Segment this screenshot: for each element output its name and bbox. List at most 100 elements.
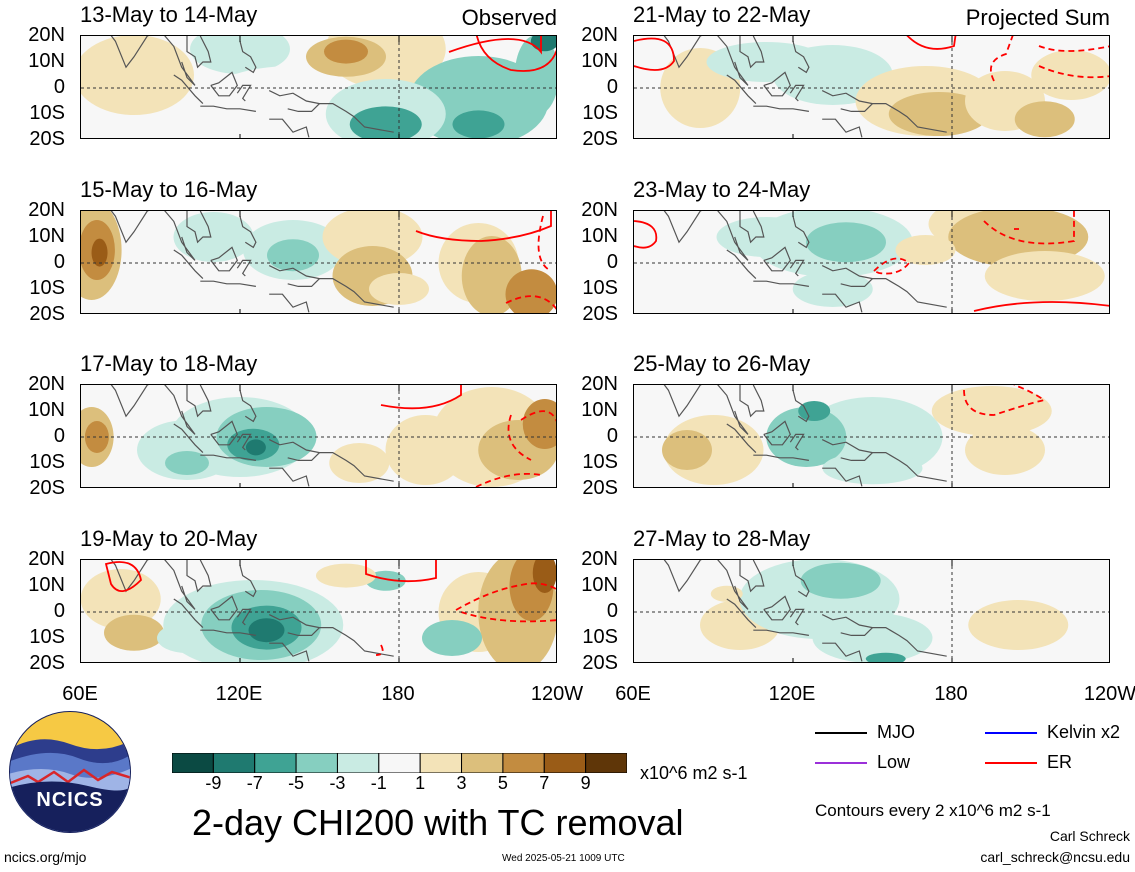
map-panel [80,210,557,314]
coastline [173,249,204,280]
y-tick-label: 10S [29,102,65,124]
er-contour [990,36,1014,82]
coastline [789,259,805,277]
anomaly-region [931,386,1052,436]
coastline [822,118,863,138]
legend-swatch [815,762,867,764]
panel-plot [634,36,1109,138]
legend-swatch [985,762,1037,764]
anomaly-region [267,239,319,272]
coastline [269,293,310,313]
coastline [200,280,256,287]
coastline [239,41,257,74]
panel-plot [634,211,1109,313]
anomaly-region [316,563,376,588]
column-tag: Projected Sum [965,5,1110,30]
colorbar-tick: -9 [205,773,222,793]
anomaly-region [792,271,873,307]
colorbar-bin [543,753,587,773]
colorbar-tick: 1 [415,773,426,793]
er-contour [963,385,1047,416]
coastline [789,433,805,451]
colorbar-tick: 7 [539,773,550,793]
logo-text: NCICS [36,789,104,811]
coastline [726,423,757,454]
coastline [753,629,809,636]
y-tick-label: 10N [581,574,618,596]
anomaly-region [965,425,1045,475]
y-tick-label: 10S [29,451,65,473]
legend-swatch [815,732,867,734]
er-contour [365,560,437,583]
anomaly-region [165,451,209,475]
anomaly-region [91,238,108,267]
coastline [789,608,805,626]
er-contour [634,220,658,249]
coastline [110,385,196,435]
anomaly-region [514,36,556,115]
coastline [739,36,765,69]
timestamp: Wed 2025-05-21 1009 UTC [502,853,625,864]
coastline [821,614,874,636]
coastline [739,560,765,593]
coastline [789,84,805,102]
y-tick-label: 10N [581,50,618,72]
coastline [822,642,863,662]
y-tick-label: 10S [582,626,618,648]
anomaly-region [81,36,194,115]
colorbar-tick: 5 [497,773,508,793]
map-panel [80,35,557,139]
coastline [753,454,809,461]
anomaly-region [349,106,422,138]
coastline [792,390,810,423]
y-tick-label: 20S [582,128,618,150]
legend-label: ER [1047,752,1073,772]
anomaly-region [798,401,831,421]
y-tick-label: 20N [581,373,618,395]
colorbar-bin [212,753,256,773]
x-tick-label: 120W [1083,683,1135,705]
map-panel [633,559,1110,663]
coastline [200,629,256,636]
y-tick-label: 10S [582,451,618,473]
er-contour [906,36,957,50]
coastline [872,103,947,133]
anomaly-region [190,36,290,74]
coastline [110,211,196,261]
coastline [268,614,321,636]
coastline [236,608,252,626]
anomaly-region [532,560,556,593]
panel-title: 25-May to 26-May [633,351,811,376]
x-tick-label: 60E [615,683,651,705]
coastline [236,433,252,451]
x-tick-label: 180 [381,683,415,705]
anomaly-region [324,39,368,64]
anomaly-region [505,269,556,313]
x-tick-label: 120W [530,683,584,705]
colorbar-tick: 9 [580,773,591,793]
y-tick-label: 0 [606,76,618,98]
legend-swatch [985,732,1037,734]
y-tick-label: 20S [29,303,65,325]
coastline [200,454,256,461]
er-contour [448,36,542,55]
coastline [753,105,809,112]
panel-plot [81,560,556,662]
y-tick-label: 20N [28,548,65,570]
coastline [239,216,257,249]
y-tick-label: 20N [28,199,65,221]
er-contour [476,36,556,72]
y-tick-label: 10N [581,225,618,247]
anomaly-region [812,613,933,662]
coastline [173,423,204,454]
site-link[interactable]: ncics.org/mjo [4,849,87,865]
panel-plot [634,385,1109,487]
coastline [173,74,204,105]
panel-title: 21-May to 22-May [633,2,811,27]
er-contour [455,582,556,611]
anomaly-region [245,439,266,456]
panel-plot [81,385,556,487]
coastline [821,90,874,112]
coastline [319,452,394,482]
er-contour [375,644,384,656]
